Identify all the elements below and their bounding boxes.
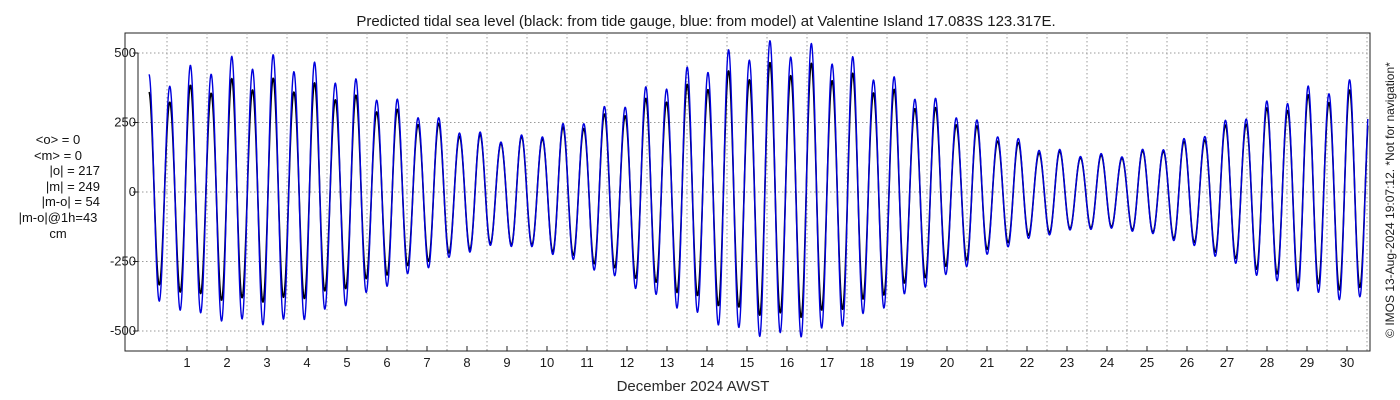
grid-lines <box>138 33 1370 351</box>
stat-abs-diff-1h: |m-o|@1h=43 <box>18 209 98 225</box>
x-tick-label: 6 <box>383 355 390 370</box>
y-tick-label: 250 <box>114 115 136 130</box>
x-tick-label: 13 <box>660 355 674 370</box>
x-tick-label: 19 <box>900 355 914 370</box>
y-tick-label: -500 <box>110 323 136 338</box>
x-tick-label: 27 <box>1220 355 1234 370</box>
stat-abs-model: |m| = 249 <box>45 178 100 194</box>
x-tick-label: 24 <box>1100 355 1114 370</box>
stat-mean-model: <m> = 0 <box>33 147 83 163</box>
x-tick-label: 26 <box>1180 355 1194 370</box>
x-tick-label: 5 <box>343 355 350 370</box>
x-tick-label: 1 <box>183 355 190 370</box>
x-tick-label: 3 <box>263 355 270 370</box>
stat-mean-obs: <o> = 0 <box>35 132 81 147</box>
x-tick-label: 25 <box>1140 355 1154 370</box>
series-line-model <box>148 40 1369 338</box>
x-axis: 1 2 3 4 5 6 7 8 9 10 11 12 13 14 15 16 17 18 19 20 21 22 23 24 2… <box>183 346 1354 370</box>
x-tick-label: 2 <box>223 355 230 370</box>
x-tick-label: 14 <box>700 355 714 370</box>
y-tick-label: 500 <box>114 45 136 60</box>
chart-title: Predicted tidal sea level (black: from t… <box>356 13 1055 30</box>
x-tick-label: 4 <box>303 355 310 370</box>
x-tick-label: 20 <box>940 355 954 370</box>
x-tick-label: 7 <box>423 355 430 370</box>
x-tick-label: 16 <box>780 355 794 370</box>
stat-abs-diff: |m-o| = 54 <box>41 194 100 210</box>
x-tick-label: 8 <box>463 355 470 370</box>
x-tick-label: 28 <box>1260 355 1274 370</box>
series-lines <box>148 40 1369 338</box>
y-axis: 500 250 0 -250 -500 <box>110 45 139 338</box>
stats-panel: <o> = 0 <m> = 0 |o| = 217 |m| = 249 |m-o… <box>4 132 112 241</box>
stat-abs-obs: |o| = 217 <box>49 163 101 179</box>
x-tick-label: 12 <box>620 355 634 370</box>
x-tick-label: 10 <box>540 355 554 370</box>
x-tick-label: 29 <box>1300 355 1314 370</box>
x-tick-label: 9 <box>503 355 510 370</box>
credit-text: © IMOS 13-Aug-2024 19:07:12. *Not for na… <box>1383 62 1397 338</box>
x-tick-label: 30 <box>1340 355 1354 370</box>
x-tick-label: 18 <box>860 355 874 370</box>
x-tick-label: 22 <box>1020 355 1034 370</box>
x-axis-label: December 2024 AWST <box>617 378 770 395</box>
x-tick-label: 17 <box>820 355 834 370</box>
x-tick-label: 15 <box>740 355 754 370</box>
x-tick-label: 21 <box>980 355 994 370</box>
x-tick-label: 11 <box>580 355 594 370</box>
y-tick-label: 0 <box>129 184 136 199</box>
y-tick-label: -250 <box>110 254 136 269</box>
stat-unit: cm <box>49 225 67 241</box>
x-tick-label: 23 <box>1060 355 1074 370</box>
